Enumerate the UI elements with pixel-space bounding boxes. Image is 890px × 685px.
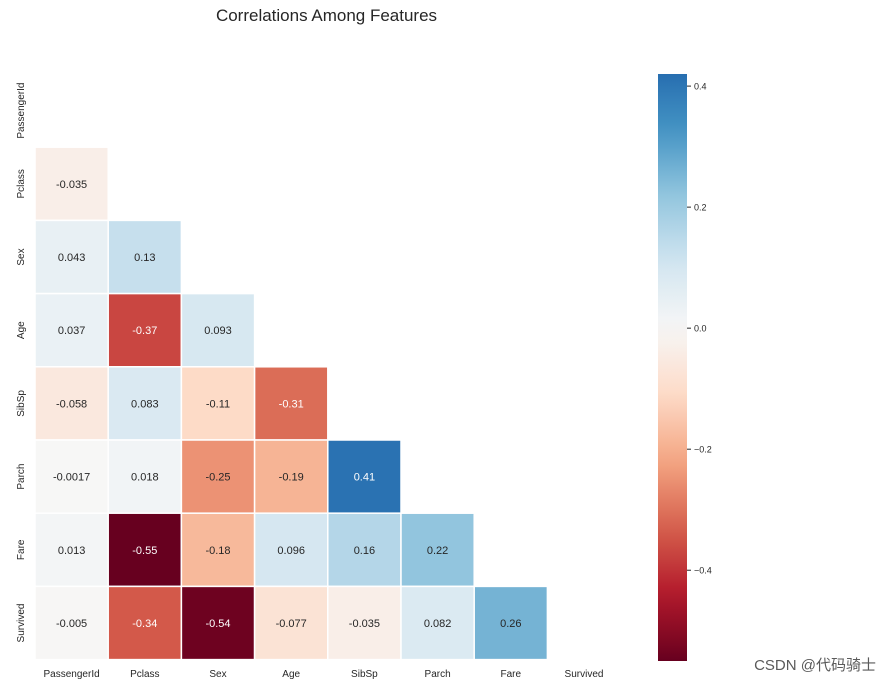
y-tick-label-sibsp: SibSp	[16, 390, 27, 417]
colorbar-tick-label: 0.0	[694, 324, 707, 334]
cell-value-label: 0.13	[134, 252, 155, 264]
watermark-text: CSDN @代码骑士	[754, 657, 876, 674]
heatmap-cell-survived-parch	[400, 585, 475, 661]
cell-value-label: 0.41	[354, 472, 375, 484]
cell-value-label: -0.34	[132, 618, 157, 630]
y-tick-label-age: Age	[16, 321, 27, 339]
heatmap-cell-sibsp-sex	[180, 366, 256, 441]
cell-value-label: -0.005	[56, 618, 87, 630]
y-tick-label-pclass: Pclass	[16, 169, 27, 198]
heatmap-cell-pclass-passengerid	[34, 146, 109, 222]
y-tick-label-parch: Parch	[16, 464, 27, 490]
heatmap-cell-fare-sex	[180, 512, 256, 588]
x-tick-label-survived: Survived	[565, 669, 604, 680]
y-tick-label-sex: Sex	[16, 248, 27, 265]
x-tick-label-sibsp: SibSp	[351, 669, 378, 680]
cell-value-label: 0.037	[58, 325, 86, 337]
y-axis-tick-labels: PassengerId Pclass Sex Age SibSp Parch Fare Sur…	[16, 83, 27, 643]
heatmap-cell-sex-pclass	[107, 219, 183, 295]
x-tick-label-parch: Parch	[425, 669, 451, 680]
heatmap-cell-survived-age	[253, 585, 329, 661]
cell-value-label: 0.082	[424, 618, 452, 630]
cell-value-label: -0.035	[349, 618, 380, 630]
colorbar-tick-label: 0.4	[694, 82, 707, 92]
x-tick-label-age: Age	[282, 669, 300, 680]
cell-value-label: -0.19	[279, 472, 304, 484]
colorbar-gradient	[658, 74, 687, 661]
chart-title: Correlations Among Features	[215, 6, 438, 25]
x-tick-label-passengerid: PassengerId	[44, 669, 100, 680]
heatmap-cells: -0.035 0.043 0.13 0.037 -0.37 0.093 -0.058 0.08…	[34, 146, 549, 661]
y-tick-label-fare: Fare	[16, 539, 27, 560]
colorbar-tick-label: 0.2	[694, 203, 707, 213]
colorbar: 0.4 0.2 0.0 −0.2 −0.4	[658, 74, 712, 661]
heatmap-cell-parch-age	[253, 439, 329, 514]
cell-value-label: -0.55	[132, 545, 157, 557]
x-tick-label-sex: Sex	[209, 669, 226, 680]
heatmap-cell-survived-sex	[180, 585, 256, 661]
cell-value-label: -0.11	[206, 398, 230, 410]
cell-value-label: 0.26	[500, 618, 521, 630]
heatmap-cell-age-sex	[180, 292, 256, 368]
y-tick-label-passengerid: PassengerId	[16, 83, 27, 139]
heatmap-cell-parch-passengerid	[34, 439, 109, 514]
cell-value-label: -0.18	[205, 545, 230, 557]
cell-value-label: -0.25	[205, 472, 230, 484]
colorbar-tick-label: −0.2	[694, 445, 712, 455]
cell-value-label: 0.096	[277, 545, 305, 557]
x-tick-label-fare: Fare	[501, 669, 522, 680]
cell-value-label: -0.0017	[53, 472, 90, 484]
cell-value-label: 0.16	[354, 545, 375, 557]
heatmap-cell-parch-pclass	[107, 439, 183, 514]
heatmap-cell-survived-fare	[473, 585, 549, 661]
cell-value-label: 0.083	[131, 398, 159, 410]
x-tick-label-pclass: Pclass	[130, 669, 159, 680]
cell-value-label: 0.018	[131, 472, 159, 484]
cell-value-label: -0.37	[132, 325, 157, 337]
heatmap-cell-fare-parch	[400, 512, 475, 588]
cell-value-label: -0.54	[205, 618, 230, 630]
cell-value-label: 0.093	[204, 325, 232, 337]
colorbar-tick-label: −0.4	[694, 566, 712, 576]
heatmap-cell-parch-sex	[180, 439, 256, 514]
heatmap-cell-fare-age	[253, 512, 329, 588]
y-tick-label-survived: Survived	[16, 604, 27, 643]
cell-value-label: -0.31	[279, 398, 304, 410]
cell-value-label: 0.013	[58, 545, 86, 557]
cell-value-label: 0.22	[427, 545, 448, 557]
heatmap-cell-age-pclass	[107, 292, 183, 368]
heatmap-cell-parch-sibsp	[327, 439, 402, 514]
cell-value-label: -0.058	[56, 398, 87, 410]
cell-value-label: -0.035	[56, 179, 87, 191]
heatmap-cell-sibsp-passengerid	[34, 366, 109, 441]
cell-value-label: 0.043	[58, 252, 86, 264]
heatmap-cell-survived-passengerid	[34, 585, 109, 661]
cell-value-label: -0.077	[276, 618, 307, 630]
heatmap-cell-sibsp-pclass	[107, 366, 183, 441]
x-axis-tick-labels: PassengerId Pclass Sex Age SibSp Parch Fare Sur…	[44, 669, 604, 680]
